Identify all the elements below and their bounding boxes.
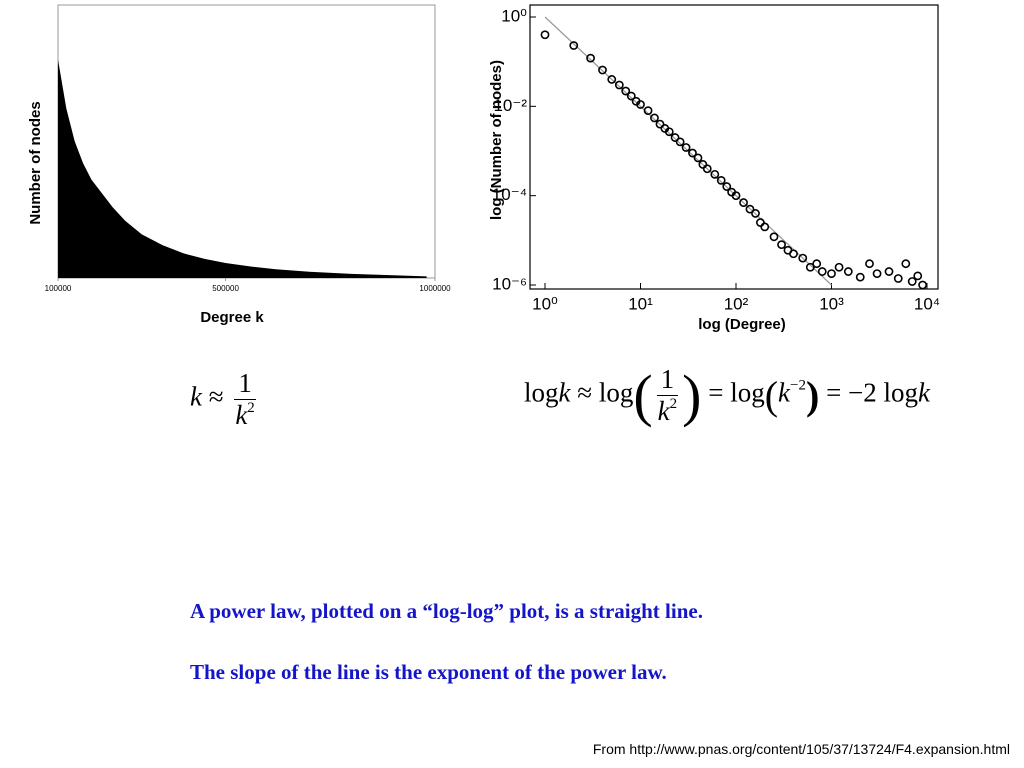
x-tick-label: 1000000 <box>419 284 451 293</box>
caption: A power law, plotted on a “log-log” plot… <box>190 599 703 623</box>
formula-term: log <box>524 377 559 408</box>
point <box>755 218 765 227</box>
y-axis-label: Number of nodes <box>27 101 44 224</box>
point <box>865 259 874 269</box>
numerator: 1 <box>234 368 256 400</box>
point <box>540 30 550 40</box>
point <box>872 269 882 278</box>
point <box>586 53 595 63</box>
fraction: 1 k2 <box>656 364 679 427</box>
exponent: 2 <box>669 396 678 412</box>
point <box>834 262 844 272</box>
denominator: k2 <box>657 396 679 427</box>
y-tick-label: 10⁻² <box>493 96 527 115</box>
formula-term: k <box>918 377 931 408</box>
formula-term: = log <box>708 377 765 408</box>
point <box>893 274 903 283</box>
formula-term: ≈ log <box>577 377 634 408</box>
point <box>751 209 760 218</box>
point <box>798 253 808 263</box>
denominator: k2 <box>234 400 256 431</box>
point <box>675 137 685 147</box>
y-tick-label: 10⁻⁶ <box>492 274 527 293</box>
point <box>664 127 674 137</box>
point <box>636 100 645 109</box>
paren: ) <box>806 373 820 418</box>
x-tick-label: 10¹ <box>628 294 653 313</box>
point <box>716 175 726 185</box>
point <box>655 119 665 129</box>
point <box>670 133 680 142</box>
point <box>817 267 827 276</box>
point <box>621 86 631 96</box>
point <box>688 148 697 158</box>
point <box>626 91 636 101</box>
point <box>745 204 755 214</box>
x-tick-label: 10⁰ <box>532 294 558 313</box>
point <box>650 113 659 123</box>
point <box>843 267 853 276</box>
point <box>693 153 703 163</box>
point <box>827 269 836 278</box>
formula-term: k <box>235 400 248 430</box>
point <box>760 222 770 232</box>
point <box>598 65 607 75</box>
paren: ) <box>682 363 702 428</box>
point <box>702 164 712 174</box>
point <box>607 75 617 84</box>
y-tick-label: 10⁻⁴ <box>492 185 527 204</box>
x-axis-label: log (Degree) <box>698 316 786 333</box>
formula-1: k ≈ 1 k2 <box>190 368 260 431</box>
exponent: −2 <box>790 377 806 394</box>
exponent: 2 <box>247 400 255 416</box>
formula-term: k <box>558 377 571 408</box>
plot-frame <box>529 4 939 290</box>
x-tick-label: 100000 <box>45 284 72 293</box>
point <box>569 41 579 50</box>
paren: ( <box>764 373 779 418</box>
formula-term: ≈ <box>208 381 224 412</box>
area <box>58 59 427 278</box>
formula-term: k <box>190 381 202 412</box>
x-tick-label: 10² <box>724 294 749 313</box>
point <box>643 106 653 116</box>
x-tick-label: 10⁴ <box>914 294 940 313</box>
formula-2: logk ≈ log(1 k2) = log(k−2) = −2 logk <box>524 362 930 429</box>
source: From http://www.pnas.org/content/105/37/… <box>592 741 1010 757</box>
point <box>805 262 815 272</box>
formula-term: = −2 log <box>826 377 919 408</box>
point <box>789 249 798 259</box>
fraction: 1 k2 <box>234 368 256 431</box>
point <box>812 259 822 269</box>
point <box>777 240 786 250</box>
point <box>918 280 928 290</box>
point <box>855 272 865 282</box>
point <box>884 267 894 276</box>
paren: ( <box>633 363 653 428</box>
point <box>731 191 741 201</box>
point <box>722 182 732 191</box>
point <box>901 259 911 269</box>
point <box>614 80 624 90</box>
x-tick-label: 500000 <box>212 284 239 293</box>
point <box>681 143 691 152</box>
numerator: 1 <box>656 364 679 396</box>
y-axis-label: log (Number of nodes) <box>488 60 505 220</box>
x-tick-label: 10³ <box>819 294 844 313</box>
point <box>739 198 748 207</box>
point <box>710 169 720 179</box>
caption: The slope of the line is the exponent of… <box>190 660 667 684</box>
point <box>907 277 917 286</box>
charts: Degree k Number of nodes log (Degree) lo… <box>27 4 940 333</box>
formula-term: k <box>778 377 791 408</box>
formula-term: k <box>657 396 670 426</box>
y-tick-label: 10⁰ <box>501 6 527 25</box>
point <box>913 271 923 281</box>
point <box>769 232 779 242</box>
x-axis-label: Degree k <box>200 309 264 326</box>
